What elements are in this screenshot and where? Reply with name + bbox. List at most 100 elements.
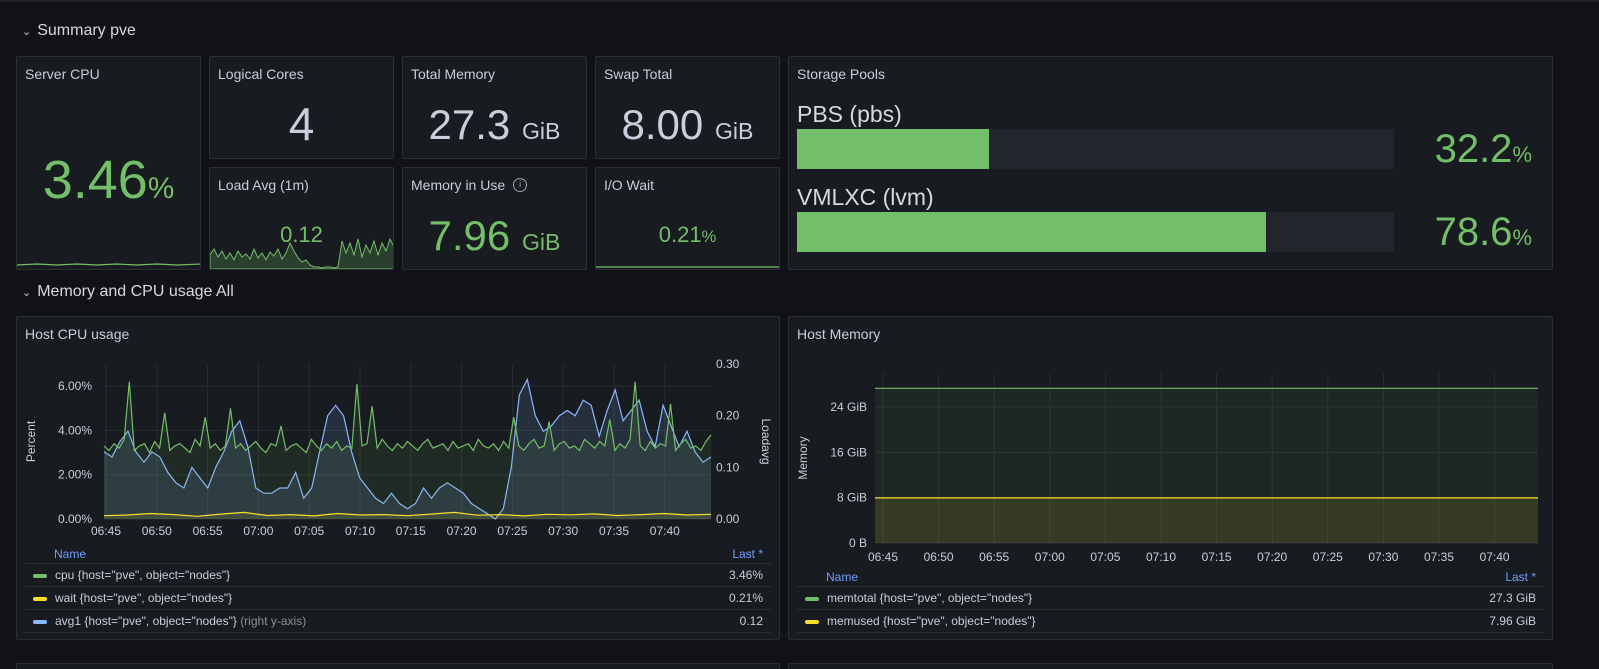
panel-host-memory[interactable]: Host Memory 0 B 8 GiB 16 GiB 24 GiB 06:45 06:… <box>788 316 1553 640</box>
stat-number: 4 <box>288 98 315 150</box>
panel-bottom-left[interactable] <box>16 663 780 669</box>
cpu-series-line <box>103 381 712 454</box>
y-axis-label: Percent <box>24 420 38 462</box>
pool-value-unit: % <box>1512 225 1532 250</box>
series-last: 0.21% <box>728 591 763 605</box>
stat-value: 27.3 GiB <box>403 101 586 149</box>
pool-bar-fill <box>797 129 990 169</box>
legend-row-wait[interactable]: wait {host="pve", object="nodes"} 0.21% <box>25 587 771 610</box>
series-label: cpu {host="pve", object="nodes"} <box>55 568 231 582</box>
x-tick-label: 07:15 <box>1202 550 1232 564</box>
info-icon[interactable]: i <box>513 178 528 192</box>
pool-value-number: 32.2 <box>1434 127 1513 171</box>
series-last: 7.96 GiB <box>1489 614 1536 628</box>
x-tick-label: 06:50 <box>142 524 172 538</box>
panel-total-memory[interactable]: Total Memory 27.3 GiB <box>402 56 587 159</box>
legend-row-avg1[interactable]: avg1 {host="pve", object="nodes"} (right… <box>25 610 771 633</box>
row-summary-toggle[interactable]: ⌄ Summary pve <box>22 22 136 40</box>
series-swatch <box>33 619 47 624</box>
x-tick-label: 07:35 <box>1424 550 1454 564</box>
pool-value-unit: % <box>1512 142 1532 167</box>
stat-unit: % <box>701 228 717 246</box>
panel-host-cpu[interactable]: Host CPU usage 0.00% 2.00% 4.00% 6.00% 0.00 0… <box>16 316 780 640</box>
y-axis-label: Memory <box>796 436 810 479</box>
x-tick-label: 07:20 <box>1257 550 1287 564</box>
panel-title: Swap Total <box>604 66 673 82</box>
chevron-down-icon: ⌄ <box>22 286 32 299</box>
row-memcpu-title: Memory and CPU usage All <box>37 283 234 300</box>
legend-header-name[interactable]: Name <box>826 569 859 584</box>
stat-value: 8.00 GiB <box>596 101 779 149</box>
x-tick-label: 07:30 <box>548 524 578 538</box>
x-tick-label: 07:25 <box>497 524 527 538</box>
series-label: avg1 {host="pve", object="nodes"} <box>55 614 237 628</box>
legend-row-memtotal[interactable]: memtotal {host="pve", object="nodes"} 27… <box>797 587 1544 610</box>
pool-value-number: 78.6 <box>1434 210 1513 254</box>
avg1-series-area <box>104 379 711 519</box>
panel-memory-in-use[interactable]: Memory in Use i 7.96 GiB <box>402 167 587 270</box>
host-memory-chart[interactable]: 0 B 8 GiB 16 GiB 24 GiB 06:45 06:50 06:55 07:00… <box>789 317 1553 567</box>
pool-bar-pbs <box>797 129 1394 169</box>
panel-logical-cores[interactable]: Logical Cores 4 <box>209 56 394 159</box>
panel-server-cpu[interactable]: Server CPU 3.46% <box>16 56 201 270</box>
series-last: 0.12 <box>739 614 763 628</box>
legend-row-cpu[interactable]: cpu {host="pve", object="nodes"} 3.46% <box>25 564 771 587</box>
series-label: memtotal {host="pve", object="nodes"} <box>827 591 1033 605</box>
wait-series-line <box>103 511 712 517</box>
y-tick-label: 6.00% <box>58 379 92 393</box>
stat-number: 27.3 <box>428 101 511 148</box>
x-tick-label: 06:45 <box>91 524 121 538</box>
y-tick-label: 4.00% <box>58 423 92 437</box>
legend-row-memused[interactable]: memused {host="pve", object="nodes"} 7.9… <box>797 610 1544 633</box>
pool-bar-vmlxc <box>797 212 1394 252</box>
x-tick-label: 06:45 <box>868 550 898 564</box>
pool-value-vmlxc: 78.6% <box>1435 210 1532 255</box>
row-summary-title: Summary pve <box>37 22 136 39</box>
x-tick-label: 07:25 <box>1313 550 1343 564</box>
load-sparkline <box>210 237 393 269</box>
top-border <box>0 0 1599 2</box>
panel-storage-pools[interactable]: Storage Pools PBS (pbs) 32.2% VMLXC (lvm… <box>788 56 1553 270</box>
x-tick-label: 06:55 <box>193 524 223 538</box>
cpu-series-area <box>104 381 711 519</box>
stat-value: 7.96 GiB <box>403 212 586 260</box>
stat-unit: GiB <box>714 118 754 144</box>
panel-title: Logical Cores <box>218 66 304 82</box>
stat-value: 0.12 <box>210 222 393 248</box>
x-tick-label: 07:05 <box>1090 550 1120 564</box>
x-tick-label: 07:20 <box>447 524 477 538</box>
host-memory-legend: Name Last * memtotal {host="pve", object… <box>797 567 1544 633</box>
stat-unit: GiB <box>521 118 561 144</box>
series-label: memused {host="pve", object="nodes"} <box>827 614 1036 628</box>
stat-number: 8.00 <box>621 101 704 148</box>
legend-header-name[interactable]: Name <box>54 546 87 561</box>
panel-title: Host CPU usage <box>25 326 130 342</box>
stat-value: 4 <box>210 97 393 151</box>
x-tick-label: 07:40 <box>1480 550 1510 564</box>
legend-header: Name Last * <box>797 567 1544 587</box>
y-tick-label: 16 GiB <box>830 445 867 459</box>
host-cpu-chart[interactable]: 0.00% 2.00% 4.00% 6.00% 0.00 0.10 0.20 0.30 06:4… <box>17 317 780 552</box>
y-tick-label: 8 GiB <box>837 491 867 505</box>
panel-io-wait[interactable]: I/O Wait 0.21% <box>595 167 780 270</box>
series-last: 27.3 GiB <box>1489 591 1536 605</box>
x-tick-label: 06:55 <box>979 550 1009 564</box>
stat-value: 3.46% <box>17 149 200 211</box>
x-tick-label: 07:10 <box>1146 550 1176 564</box>
series-swatch <box>33 573 47 578</box>
row-memcpu-toggle[interactable]: ⌄ Memory and CPU usage All <box>22 283 234 301</box>
panel-title: Storage Pools <box>797 66 885 82</box>
memused-series-area <box>875 497 1538 543</box>
panel-bottom-right[interactable] <box>788 663 1553 669</box>
series-note: (right y-axis) <box>240 614 307 628</box>
panel-load-avg[interactable]: Load Avg (1m) 0.12 <box>209 167 394 270</box>
x-tick-label: 07:35 <box>599 524 629 538</box>
x-tick-label: 07:10 <box>345 524 375 538</box>
panel-swap-total[interactable]: Swap Total 8.00 GiB <box>595 56 780 159</box>
panel-title: Load Avg (1m) <box>218 177 309 193</box>
y-tick-label: 0.00% <box>58 512 92 526</box>
legend-header-last[interactable]: Last * <box>1505 569 1536 584</box>
y2-tick-label: 0.10 <box>716 460 740 474</box>
legend-header-last[interactable]: Last * <box>732 546 763 561</box>
series-label: wait {host="pve", object="nodes"} <box>55 591 233 605</box>
